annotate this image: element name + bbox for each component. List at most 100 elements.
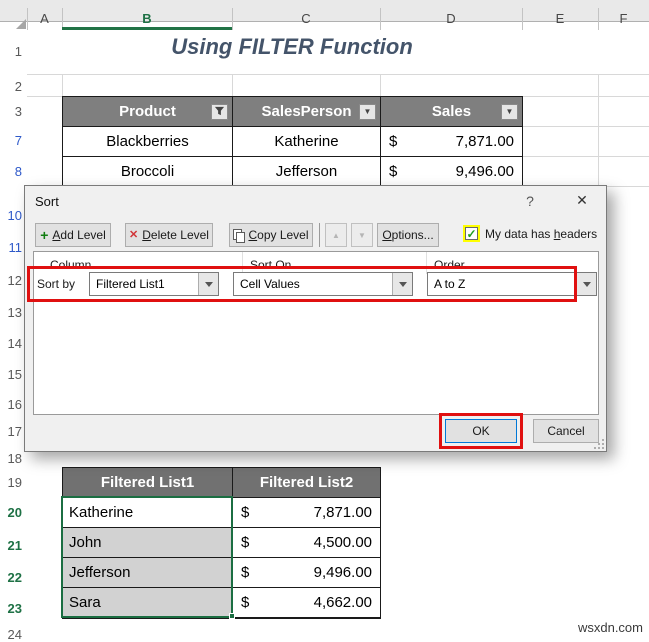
- column-header-A[interactable]: A: [40, 11, 49, 26]
- row-header-11[interactable]: 11: [8, 240, 23, 255]
- section-divider: [426, 252, 427, 274]
- currency-symbol: $: [241, 594, 250, 611]
- resize-grip[interactable]: [594, 439, 604, 449]
- cancel-button[interactable]: Cancel: [533, 419, 599, 443]
- dropdown-chevron-icon[interactable]: [198, 273, 218, 295]
- ok-label: OK: [472, 424, 490, 438]
- table-header-filtered-list1[interactable]: Filtered List1: [63, 468, 233, 498]
- row-header-15[interactable]: 15: [7, 367, 22, 382]
- amount-value: 4,662.00: [313, 594, 372, 611]
- currency-symbol: $: [241, 534, 250, 551]
- row-header-16[interactable]: 16: [7, 397, 22, 412]
- row-header-10[interactable]: 10: [7, 208, 22, 223]
- currency-symbol: $: [389, 133, 398, 150]
- row-header-22[interactable]: 22: [7, 570, 22, 585]
- filtered-lists-table: Filtered List1 Filtered List2 Katherine $7,…: [62, 467, 381, 619]
- column-separator: [598, 8, 599, 30]
- amount-value: 4,500.00: [313, 534, 372, 551]
- cell-name[interactable]: Katherine: [63, 498, 233, 528]
- row-header-8[interactable]: 8: [14, 164, 22, 179]
- order-dropdown[interactable]: A to Z: [427, 272, 597, 296]
- column-section-label: Column: [50, 258, 92, 272]
- cell-name[interactable]: John: [63, 528, 233, 558]
- cell-sales[interactable]: $7,871.00: [381, 127, 523, 157]
- select-all-corner[interactable]: [16, 19, 26, 29]
- gridline: [380, 75, 381, 97]
- delete-level-label: Delete Level: [142, 228, 209, 242]
- row-header-7[interactable]: 7: [14, 133, 22, 148]
- column-header-E[interactable]: E: [555, 11, 565, 26]
- gridline: [27, 74, 649, 75]
- table-header-product[interactable]: Product: [63, 97, 233, 127]
- filter-dropdown-icon[interactable]: ▼: [359, 103, 376, 120]
- gridline: [522, 126, 649, 127]
- row-header-23[interactable]: 23: [7, 601, 22, 616]
- selected-column-underline: [62, 27, 232, 30]
- row-header-20[interactable]: 20: [7, 505, 22, 520]
- cell-product[interactable]: Broccoli: [63, 157, 233, 187]
- options-button[interactable]: Options...: [377, 223, 439, 247]
- amount-value: 7,871.00: [313, 504, 372, 521]
- column-dropdown[interactable]: Filtered List1: [89, 272, 219, 296]
- currency-symbol: $: [241, 504, 250, 521]
- row-header-3[interactable]: 3: [14, 104, 22, 119]
- column-header-B[interactable]: B: [142, 11, 152, 26]
- copy-icon: [233, 228, 246, 243]
- copy-level-label: Copy Level: [248, 228, 309, 242]
- cell-amount[interactable]: $7,871.00: [233, 498, 381, 528]
- row-header-21[interactable]: 21: [7, 538, 22, 553]
- row-header-12[interactable]: 12: [7, 273, 22, 288]
- checkbox-box[interactable]: ✓: [465, 227, 478, 240]
- delete-level-button[interactable]: ✕ Delete Level: [125, 223, 213, 247]
- filter-applied-icon[interactable]: [211, 103, 228, 120]
- table-header-salesperson[interactable]: SalesPerson ▼: [233, 97, 381, 127]
- fill-handle[interactable]: [229, 613, 235, 619]
- move-up-button[interactable]: ▲: [325, 223, 347, 247]
- chevron-down-icon: ▼: [358, 230, 366, 240]
- row-header-2[interactable]: 2: [14, 79, 22, 94]
- column-separator: [62, 8, 63, 30]
- sales-value: 9,496.00: [455, 163, 514, 180]
- cell-product[interactable]: Blackberries: [63, 127, 233, 157]
- ok-button[interactable]: OK: [445, 419, 517, 443]
- row-header-18[interactable]: 18: [7, 451, 22, 466]
- row-header-13[interactable]: 13: [7, 305, 22, 320]
- help-icon[interactable]: ?: [526, 193, 534, 209]
- sales-table: Product SalesPerson ▼ Sales ▼ Blackberries Kat…: [62, 96, 523, 188]
- dropdown-chevron-icon[interactable]: [576, 273, 596, 295]
- cell-sales[interactable]: $9,496.00: [381, 157, 523, 187]
- row-header-1[interactable]: 1: [14, 44, 22, 59]
- cell-salesperson[interactable]: Katherine: [233, 127, 381, 157]
- move-down-button[interactable]: ▼: [351, 223, 373, 247]
- cell-salesperson[interactable]: Jefferson: [233, 157, 381, 187]
- close-icon[interactable]: ✕: [576, 192, 588, 208]
- plus-icon: +: [40, 227, 49, 243]
- row-header-24[interactable]: 24: [7, 627, 22, 642]
- filter-dropdown-icon[interactable]: ▼: [501, 103, 518, 120]
- my-data-has-headers-checkbox[interactable]: ✓ My data has headers: [463, 225, 597, 242]
- dropdown-chevron-icon[interactable]: [392, 273, 412, 295]
- sort-on-dropdown[interactable]: Cell Values: [233, 272, 413, 296]
- table-header-filtered-list2[interactable]: Filtered List2: [233, 468, 381, 498]
- column-separator: [380, 8, 381, 30]
- row-header-19[interactable]: 19: [7, 475, 22, 490]
- table-header-sales[interactable]: Sales ▼: [381, 97, 523, 127]
- column-header-D[interactable]: D: [446, 11, 456, 26]
- column-header-C[interactable]: C: [301, 11, 311, 26]
- cell-name[interactable]: Sara: [63, 588, 233, 618]
- row-header-14[interactable]: 14: [7, 336, 22, 351]
- cell-name[interactable]: Jefferson: [63, 558, 233, 588]
- dialog-title: Sort: [35, 194, 59, 209]
- copy-level-button[interactable]: Copy Level: [229, 223, 313, 247]
- cell-amount[interactable]: $4,662.00: [233, 588, 381, 618]
- gridline: [598, 75, 599, 187]
- add-level-button[interactable]: + Add Level: [35, 223, 111, 247]
- cell-amount[interactable]: $9,496.00: [233, 558, 381, 588]
- column-header-F[interactable]: F: [619, 11, 628, 26]
- row-header-17[interactable]: 17: [7, 424, 22, 439]
- gridline: [62, 75, 63, 97]
- column-separator: [27, 8, 28, 30]
- sort-by-label: Sort by: [37, 277, 76, 291]
- cell-amount[interactable]: $4,500.00: [233, 528, 381, 558]
